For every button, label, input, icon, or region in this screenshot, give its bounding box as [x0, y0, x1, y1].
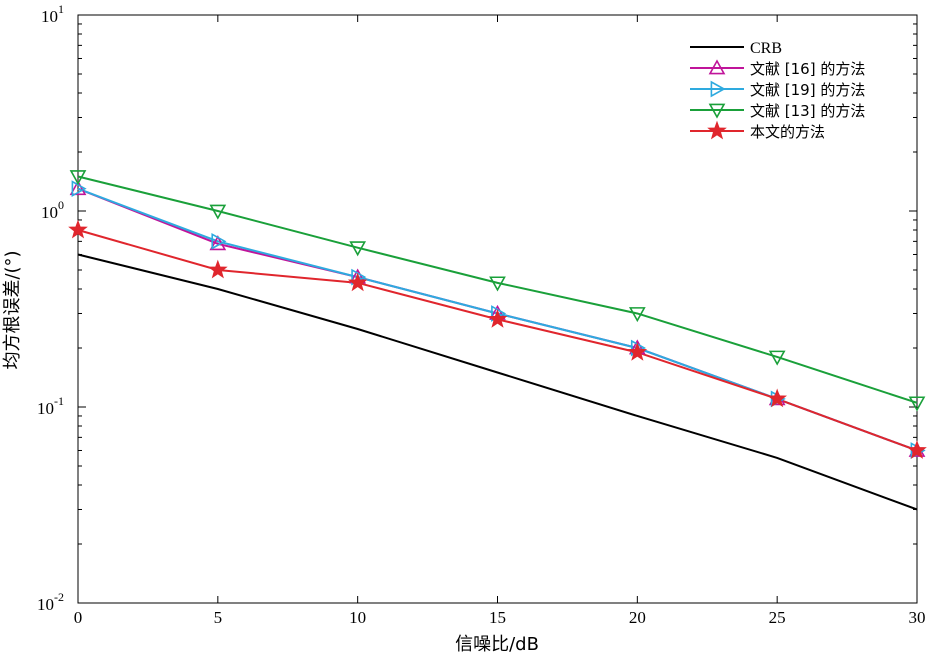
x-tick-label: 5: [214, 608, 223, 627]
data-point-3: [908, 396, 926, 412]
series-line-3: [77, 175, 918, 404]
data-point-3: [209, 204, 227, 220]
y-axis-label: 均方根误差/(°): [2, 250, 23, 369]
data-point-3: [768, 350, 786, 366]
series-markers: [68, 170, 927, 459]
data-point-4: [347, 272, 368, 292]
x-tick-label: 30: [909, 608, 926, 627]
x-tick-label: 25: [769, 608, 786, 627]
data-point-4: [68, 219, 88, 239]
data-point-1: [69, 180, 87, 196]
x-tick-label: 0: [74, 608, 83, 627]
data-point-4: [767, 388, 788, 408]
series-line-0: [77, 253, 918, 511]
data-point-4: [487, 309, 508, 328]
x-axis-label: 信噪比/dB: [455, 634, 539, 655]
y-tick-label: 10-2: [37, 590, 64, 614]
legend-label-4: 本文的方法: [750, 123, 825, 141]
data-point-4: [627, 342, 648, 361]
data-point-3: [628, 307, 646, 323]
legend-label-0: CRB: [750, 40, 782, 57]
series-lines: [77, 175, 918, 511]
y-tick-label: 10-1: [37, 394, 64, 418]
legend-marker-3: [708, 103, 726, 119]
legend-marker-4: [707, 120, 727, 140]
legend-label-2: 文献 [19] 的方法: [750, 81, 865, 99]
data-point-3: [349, 241, 367, 257]
series-line-4: [77, 229, 918, 452]
data-point-2: [71, 180, 87, 198]
data-point-3: [489, 276, 506, 292]
x-tick-label: 10: [349, 608, 366, 627]
y-tick-label: 100: [41, 198, 64, 222]
legend-marker-1: [708, 59, 726, 75]
legend-marker-2: [710, 80, 726, 98]
data-point-4: [907, 440, 927, 459]
x-tick-label: 15: [489, 608, 506, 627]
data-point-2: [211, 233, 227, 250]
legend-label-1: 文献 [16] 的方法: [750, 60, 865, 78]
data-point-3: [69, 170, 87, 186]
legend-label-3: 文献 [13] 的方法: [750, 102, 865, 120]
data-point-4: [207, 259, 228, 279]
ticks: 0 5 10 15 20 25 30 10-2 10-1 100 101: [37, 2, 926, 627]
x-tick-label: 20: [629, 608, 646, 627]
y-tick-label: 101: [41, 2, 64, 26]
